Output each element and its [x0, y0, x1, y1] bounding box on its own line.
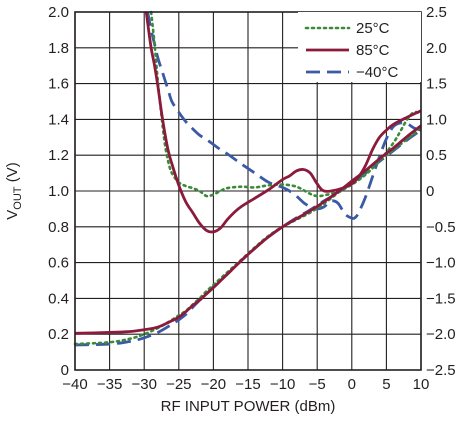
x-tick-label: 0	[348, 376, 356, 393]
y-tick-label: 1.0	[48, 183, 69, 200]
y-axis-right-ticks: −2.5 −2.0 −1.5 −1.0 −0.5 0 0.5 1.0 1.5 2.0 2.5	[426, 4, 456, 379]
x-tick-label: −25	[166, 376, 191, 393]
plot-frame	[74, 11, 422, 371]
x-tick-label: −30	[131, 376, 156, 393]
x-tick-label: −20	[201, 376, 226, 393]
y-tick-label: 1.8	[48, 40, 69, 57]
y-axis-label-sub: OUT	[12, 186, 24, 210]
x-tick-label: −35	[97, 376, 122, 393]
legend-label-1: 25°C	[356, 20, 390, 37]
legend-label-2: 85°C	[356, 42, 390, 59]
y2-tick-label: 1.0	[426, 111, 447, 128]
series-2-error-line	[144, 11, 422, 234]
y2-tick-label: 0.5	[426, 147, 447, 164]
y2-tick-label: 0	[426, 183, 434, 200]
y-tick-label: 2.0	[48, 4, 69, 21]
x-tick-label: −5	[309, 376, 326, 393]
x-tick-label: 10	[413, 376, 430, 393]
x-tick-label: −10	[270, 376, 295, 393]
y-tick-label: 1.2	[48, 147, 69, 164]
y2-tick-label: −0.5	[426, 219, 456, 236]
y2-tick-label: −1.5	[426, 290, 456, 307]
y-tick-label: 1.4	[48, 111, 69, 128]
x-axis-label: RF INPUT POWER (dBm)	[161, 398, 336, 415]
y-tick-label: 0.4	[48, 290, 69, 307]
y-tick-label: 0.8	[48, 219, 69, 236]
legend-background	[298, 12, 421, 82]
series-3-error-line	[146, 11, 422, 220]
y-axis-left-ticks: 0 0.2 0.4 0.6 0.8 1.0 1.2 1.4 1.6 1.8 2.0	[48, 4, 69, 379]
curves	[73, 10, 423, 347]
y-tick-label: 1.6	[48, 76, 69, 93]
y2-tick-label: 2.0	[426, 40, 447, 57]
legend-label-3: −40°C	[356, 64, 398, 81]
x-axis-ticks: −40 −35 −30 −25 −20 −15 −10 −5 0 5 10	[62, 376, 429, 393]
y-tick-label: 0.2	[48, 326, 69, 343]
x-tick-label: −15	[235, 376, 260, 393]
y-axis-label-main: V	[4, 210, 21, 220]
y2-tick-label: 1.5	[426, 76, 447, 93]
series-1-error-line	[149, 10, 423, 198]
y2-tick-label: −1.0	[426, 255, 456, 272]
y-tick-label: 0	[61, 362, 69, 379]
y-axis-label-unit: (V)	[4, 162, 21, 186]
x-tick-label: −40	[62, 376, 87, 393]
y2-tick-label: −2.0	[426, 326, 456, 343]
y2-tick-label: −2.5	[426, 362, 456, 379]
y2-tick-label: 2.5	[426, 4, 447, 21]
y-axis-label: VOUT (V)	[4, 162, 24, 219]
x-tick-label: 5	[382, 376, 390, 393]
legend: 25°C 85°C −40°C	[298, 12, 421, 82]
y-tick-label: 0.6	[48, 255, 69, 272]
